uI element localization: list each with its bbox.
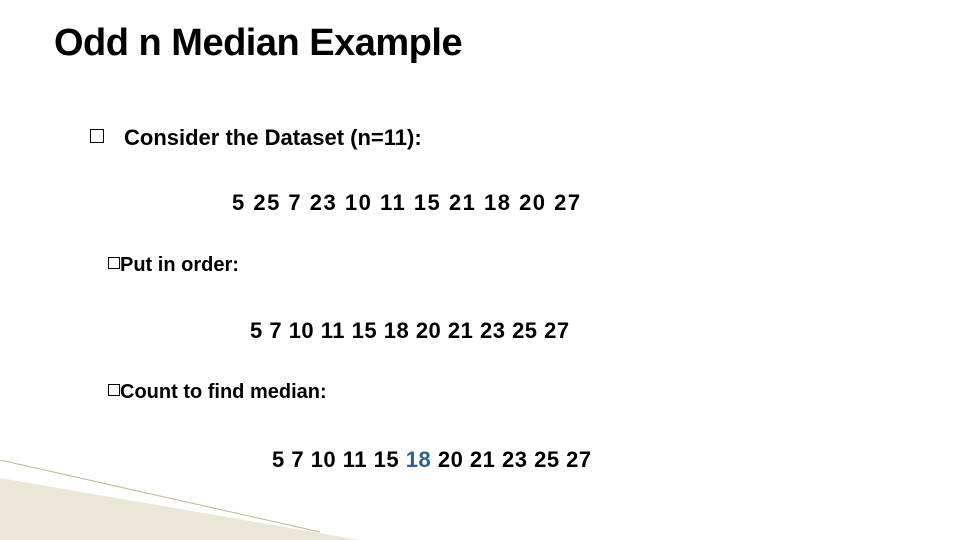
bullet-put-prefix: Put (120, 254, 158, 276)
dataset-sorted: 5 7 10 11 15 18 20 21 23 25 27 (250, 318, 570, 344)
median-after: 20 21 23 25 27 (431, 447, 591, 472)
median-value: 18 (406, 447, 431, 472)
bullet-square-icon (108, 384, 120, 396)
slide: { "title": { "text": "Odd n Median Examp… (0, 0, 960, 540)
median-before: 5 7 10 11 15 (272, 447, 406, 472)
bullet-square-icon (108, 257, 120, 269)
bullet-put-suffix: in order: (158, 254, 239, 276)
slide-title: Odd n Median Example (54, 22, 462, 65)
bullet-square-icon (90, 129, 104, 143)
dataset-with-median: 5 7 10 11 15 18 20 21 23 25 27 (272, 447, 592, 473)
bullet-consider: Consider the Dataset (n=11): (90, 125, 422, 151)
bullet-count-suffix: to find median: (183, 381, 326, 403)
bullet-count-median: Count to find median: (108, 381, 327, 404)
bullet-put-in-order: Put in order: (108, 254, 239, 277)
dataset-unsorted: 5 25 7 23 10 11 15 21 18 20 27 (232, 190, 582, 216)
bullet-count-prefix: Count (120, 381, 183, 403)
bullet-consider-label: Consider the Dataset (n=11): (124, 125, 422, 150)
